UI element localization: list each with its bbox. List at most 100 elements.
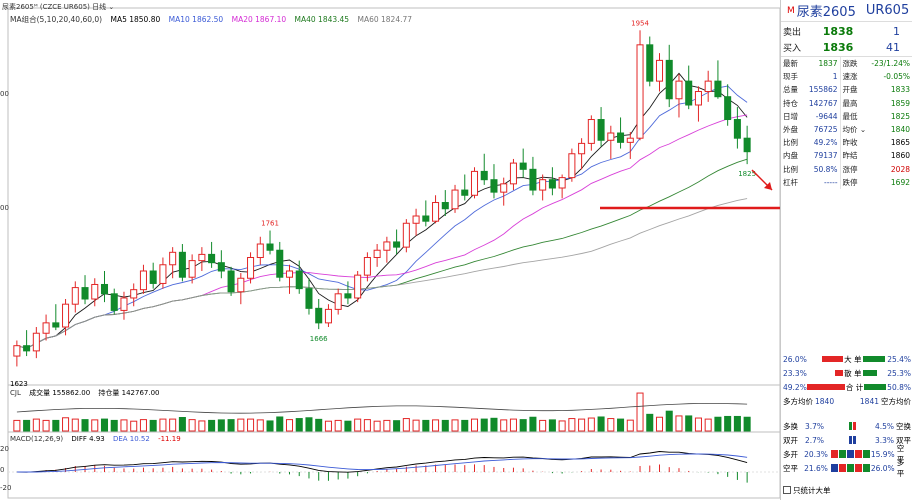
- candle-body: [500, 183, 508, 193]
- chart-frame: [7, 7, 780, 499]
- quote-value: 1837: [806, 57, 841, 71]
- flow-left-pct: 49.2%: [783, 382, 807, 392]
- position-right-label: 空平: [896, 444, 905, 464]
- candle-body: [587, 119, 595, 144]
- candle-body: [256, 243, 264, 259]
- quote-key: 涨停: [842, 164, 858, 174]
- volume-label[interactable]: CJL: [10, 389, 21, 397]
- quote-value: 50.8%: [806, 162, 841, 176]
- quote-key: 内盘: [783, 151, 798, 161]
- candle-body: [539, 179, 547, 191]
- volume-bar: [227, 419, 235, 432]
- volume-bar: [509, 418, 517, 432]
- candle-body: [208, 253, 216, 264]
- candle-body: [324, 308, 332, 324]
- quote-value: 1692: [890, 177, 910, 187]
- volume-bar: [149, 419, 157, 432]
- volume-bar: [402, 418, 410, 432]
- volume-bar: [412, 419, 420, 432]
- macd-label[interactable]: MACD(12,26,9): [10, 435, 64, 443]
- quote-row: 杠杆 ----- 跌停 1692: [781, 175, 912, 189]
- bottom-left-price-label: 1623: [10, 380, 28, 388]
- candle-body: [334, 293, 342, 310]
- bid-volume: 41: [886, 40, 900, 54]
- only-big-checkbox[interactable]: [783, 486, 791, 494]
- candle-body: [461, 189, 469, 196]
- bid-row[interactable]: 买入 1836 41: [781, 39, 912, 55]
- quote-value: 1: [806, 70, 841, 84]
- chart-title-strip[interactable]: 尿素2605ᴹ (CZCE UR605) 日线 ⌄: [2, 3, 115, 11]
- volume-bar: [52, 419, 60, 432]
- avg-short-value: 1841: [859, 396, 879, 406]
- ask-row[interactable]: 卖出 1838 1: [781, 23, 912, 39]
- ma-group-label[interactable]: MA组合(5,10,20,40,60,0): [10, 15, 103, 24]
- quote-value: 1860: [890, 151, 910, 161]
- ma10-line: [16, 85, 748, 349]
- bid-label: 买入: [783, 43, 802, 54]
- ma-legend: MA组合(5,10,20,40,60,0) MA5 1850.80 MA10 1…: [10, 14, 418, 25]
- only-big-option[interactable]: 只统计大单: [783, 484, 911, 496]
- candle-body: [247, 257, 255, 279]
- avg-long-value: 1840: [815, 396, 835, 406]
- candle-body: [295, 270, 303, 290]
- kline-chart[interactable]: 1954 1761 1666 1825 1623: [0, 0, 780, 500]
- volume-value: 成交量 155862.00: [29, 389, 91, 397]
- flow-row: 23.3% 散 单 25.3%: [783, 367, 911, 379]
- volume-bar: [636, 392, 644, 432]
- flow-row: 49.2% 合 计 50.8%: [783, 381, 911, 393]
- candle-body: [91, 283, 99, 300]
- volume-bar: [383, 419, 391, 432]
- volume-bar: [276, 416, 284, 432]
- volume-bar: [110, 419, 118, 432]
- candle-body: [237, 277, 245, 293]
- position-row: 空平 21.6% 26.0% 多平: [783, 458, 911, 478]
- position-row: 多开 20.3% 15.9% 空平: [783, 444, 911, 464]
- macd-axis-label: 0: [0, 466, 5, 474]
- quote-value: -0.05%: [883, 72, 910, 82]
- volume-bar: [704, 418, 712, 432]
- quote-key: 最低: [842, 111, 858, 121]
- candle-body: [149, 270, 157, 284]
- volume-bar: [178, 417, 186, 432]
- flow-left-pct: 26.0%: [783, 354, 807, 364]
- volume-bar: [548, 419, 556, 432]
- quote-value: -23/1.24%: [871, 59, 910, 69]
- kline-chart-area[interactable]: 1954 1761 1666 1825 1623 尿素2605ᴹ (CZCE UR605…: [0, 0, 780, 500]
- candle-body: [305, 288, 313, 309]
- volume-bar: [626, 419, 634, 432]
- volume-bar: [373, 420, 381, 432]
- volume-bar: [334, 419, 342, 432]
- candle-body: [558, 177, 566, 189]
- candle-body: [217, 262, 225, 272]
- candle-body: [529, 168, 537, 191]
- position-row: 双开 2.7% 3.3% 双平: [783, 434, 911, 446]
- low-price-label: 1666: [310, 335, 328, 343]
- flow-label: 合 计: [845, 382, 864, 392]
- position-left-value: 2.7%: [805, 435, 825, 445]
- candle-body: [568, 153, 576, 179]
- quote-value: -----: [806, 175, 841, 189]
- avg-price-row: 多方均价 1840 1841 空方均价: [783, 395, 911, 407]
- volume-bar: [694, 417, 702, 432]
- quote-key: 持仓: [783, 98, 798, 108]
- volume-bar: [169, 418, 177, 432]
- open-interest-line: [16, 402, 748, 414]
- quote-value: 1865: [890, 138, 910, 148]
- quote-key: 比例: [783, 164, 798, 174]
- quote-value: 1825: [890, 111, 910, 121]
- volume-bar: [655, 416, 664, 432]
- position-right-label: 空换: [896, 421, 911, 431]
- volume-bar: [451, 419, 459, 432]
- volume-bar: [607, 418, 615, 432]
- candle-body: [130, 289, 138, 299]
- volume-bar: [480, 418, 488, 432]
- position-right-label: 双平: [896, 435, 911, 445]
- avg-long-label: 多方均价: [783, 396, 813, 406]
- quote-row: 持仓 142767 最高 1859: [781, 96, 912, 110]
- candle-body: [188, 260, 196, 278]
- quote-row: 日增 -9644 最低 1825: [781, 109, 912, 123]
- ma5-line: [16, 72, 748, 349]
- volume-bar: [568, 418, 576, 432]
- volume-bar: [461, 419, 469, 432]
- candle-body: [733, 119, 741, 139]
